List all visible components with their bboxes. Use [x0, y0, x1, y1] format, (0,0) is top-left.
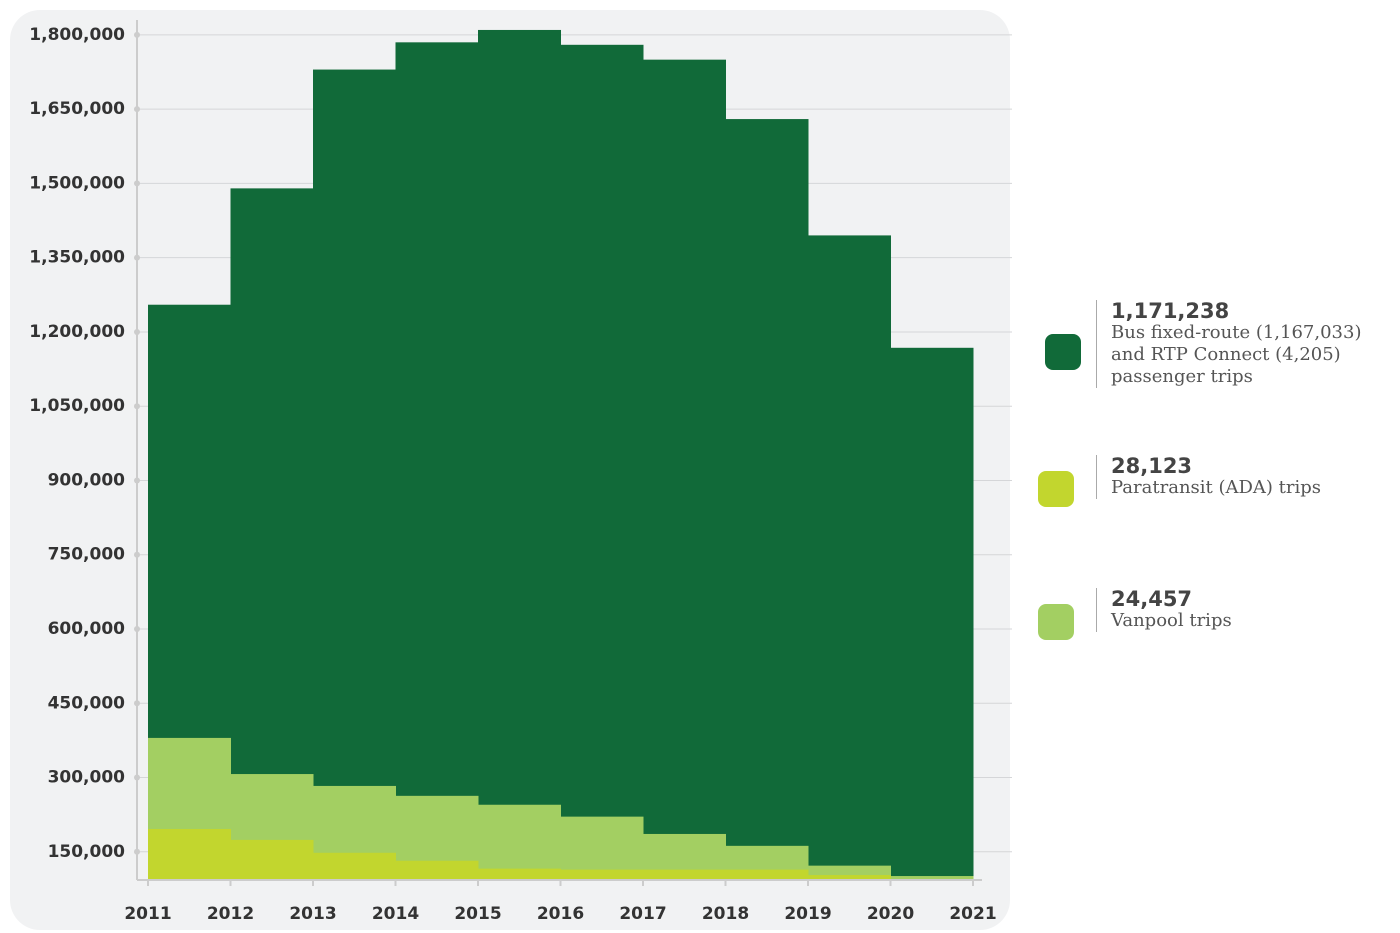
legend-swatch	[1038, 604, 1074, 640]
area-step	[478, 868, 561, 880]
legend-total: 24,457	[1111, 587, 1193, 611]
legend-label: Bus fixed-route (1,167,033) and RTP Conn…	[1111, 322, 1362, 387]
legend-swatch	[1038, 471, 1074, 507]
y-tick-label: 150,000	[48, 842, 126, 862]
area-step	[560, 869, 644, 880]
x-tick-label: 2019	[784, 904, 831, 924]
x-tick-label: 2018	[702, 904, 749, 924]
x-tick-label: 2017	[619, 904, 666, 924]
y-tick-label: 1,200,000	[29, 322, 125, 342]
legend-text: 1,171,238 Bus fixed-route (1,167,033) and…	[1096, 300, 1391, 388]
legend-total: 1,171,238	[1111, 299, 1230, 323]
area-step	[560, 816, 644, 880]
chart: 150,000 300,000 450,000 600,000 750,000 900,0…	[10, 10, 1012, 930]
area-step	[725, 119, 809, 880]
x-tick-label: 2021	[949, 904, 996, 924]
area-step	[478, 29, 561, 880]
area-step	[230, 839, 314, 880]
x-tick-label: 2016	[537, 904, 584, 924]
legend-text: 24,457 Vanpool trips	[1096, 588, 1391, 632]
area-step	[395, 42, 479, 880]
y-tick-label: 1,500,000	[29, 173, 125, 193]
legend-label: Vanpool trips	[1111, 610, 1232, 631]
y-tick-label: 1,050,000	[29, 396, 125, 416]
y-tick-label: 450,000	[48, 693, 126, 713]
area-step	[230, 188, 314, 880]
area-step	[725, 869, 809, 880]
area-step	[560, 44, 644, 880]
legend-text: 28,123 Paratransit (ADA) trips	[1096, 455, 1391, 499]
legend-swatch	[1045, 334, 1081, 370]
area-step	[890, 876, 974, 880]
legend-label: Paratransit (ADA) trips	[1111, 477, 1322, 498]
area-step	[643, 869, 726, 880]
area-step	[808, 235, 891, 880]
y-tick-label: 1,350,000	[29, 248, 125, 268]
area-step	[313, 852, 396, 880]
x-tick-label: 2014	[372, 904, 419, 924]
area-step	[890, 347, 974, 880]
area-step	[395, 860, 479, 880]
area-step	[808, 875, 891, 880]
area-step	[478, 804, 561, 880]
area-step	[643, 59, 726, 880]
legend-total: 28,123	[1111, 454, 1193, 478]
x-tick-label: 2012	[207, 904, 254, 924]
area-step	[148, 829, 231, 880]
area-step	[313, 69, 396, 880]
x-tick-label: 2020	[867, 904, 914, 924]
y-tick-label: 750,000	[48, 545, 126, 565]
y-tick-label: 600,000	[48, 619, 126, 639]
y-tick-label: 1,800,000	[29, 25, 125, 45]
y-tick-label: 300,000	[48, 768, 126, 788]
y-tick-label: 1,650,000	[29, 99, 125, 119]
x-tick-label: 2011	[124, 904, 171, 924]
x-tick-label: 2013	[289, 904, 336, 924]
y-tick-label: 900,000	[48, 470, 126, 490]
x-tick-label: 2015	[454, 904, 501, 924]
